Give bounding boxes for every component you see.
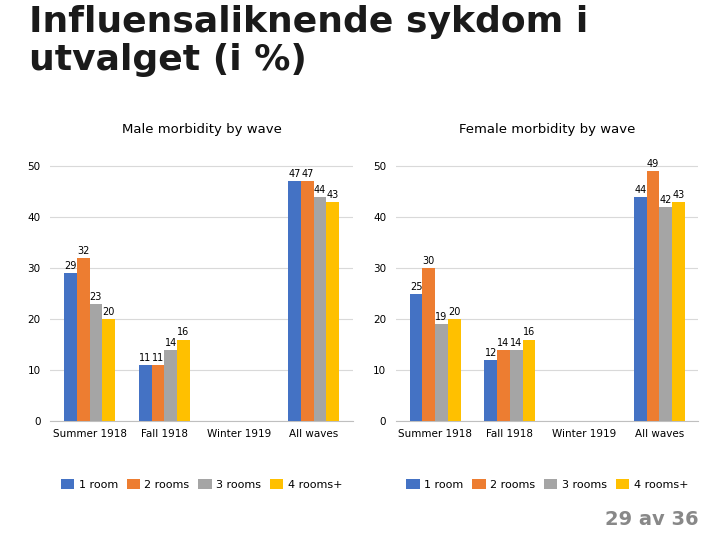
Text: 49: 49 — [647, 159, 659, 169]
Bar — [326, 201, 339, 421]
Bar — [288, 181, 301, 421]
Text: 19: 19 — [436, 312, 448, 322]
Text: 30: 30 — [423, 256, 435, 266]
Bar — [89, 304, 102, 421]
Text: 47: 47 — [289, 169, 301, 179]
Bar — [634, 197, 647, 421]
Text: 14: 14 — [498, 338, 510, 348]
Bar — [77, 258, 89, 421]
Text: 14: 14 — [164, 338, 176, 348]
Bar — [177, 340, 189, 421]
Text: 47: 47 — [301, 169, 313, 179]
Text: 23: 23 — [90, 292, 102, 302]
Bar — [435, 324, 448, 421]
Bar — [523, 340, 535, 421]
Text: 12: 12 — [485, 348, 497, 358]
Bar — [151, 365, 164, 421]
Text: Influensaliknende sykdom i
utvalget (i %): Influensaliknende sykdom i utvalget (i %… — [29, 5, 588, 77]
Title: Male morbidity by wave: Male morbidity by wave — [122, 124, 282, 137]
Bar — [660, 207, 672, 421]
Bar — [64, 273, 77, 421]
Bar — [647, 171, 660, 421]
Bar — [102, 319, 115, 421]
Text: 42: 42 — [660, 195, 672, 205]
Bar — [301, 181, 314, 421]
Text: 32: 32 — [77, 246, 89, 256]
Bar — [164, 350, 177, 421]
Bar — [314, 197, 326, 421]
Legend: 1 room, 2 rooms, 3 rooms, 4 rooms+: 1 room, 2 rooms, 3 rooms, 4 rooms+ — [56, 475, 347, 494]
Text: 43: 43 — [672, 190, 685, 200]
Text: 29 av 36: 29 av 36 — [605, 510, 698, 529]
Bar — [423, 268, 435, 421]
Text: 44: 44 — [634, 185, 647, 194]
Text: 20: 20 — [102, 307, 114, 317]
Bar — [485, 360, 497, 421]
Text: 16: 16 — [177, 327, 189, 338]
Text: 20: 20 — [448, 307, 460, 317]
Bar — [448, 319, 461, 421]
Text: 29: 29 — [64, 261, 77, 271]
Text: 25: 25 — [410, 281, 423, 292]
Legend: 1 room, 2 rooms, 3 rooms, 4 rooms+: 1 room, 2 rooms, 3 rooms, 4 rooms+ — [402, 475, 693, 494]
Bar — [510, 350, 523, 421]
Text: 14: 14 — [510, 338, 522, 348]
Bar — [497, 350, 510, 421]
Bar — [410, 294, 423, 421]
Text: 43: 43 — [327, 190, 339, 200]
Bar — [672, 201, 685, 421]
Text: 44: 44 — [314, 185, 326, 194]
Text: 16: 16 — [523, 327, 535, 338]
Title: Female morbidity by wave: Female morbidity by wave — [459, 124, 635, 137]
Bar — [139, 365, 151, 421]
Text: 11: 11 — [152, 353, 164, 363]
Text: 11: 11 — [139, 353, 151, 363]
